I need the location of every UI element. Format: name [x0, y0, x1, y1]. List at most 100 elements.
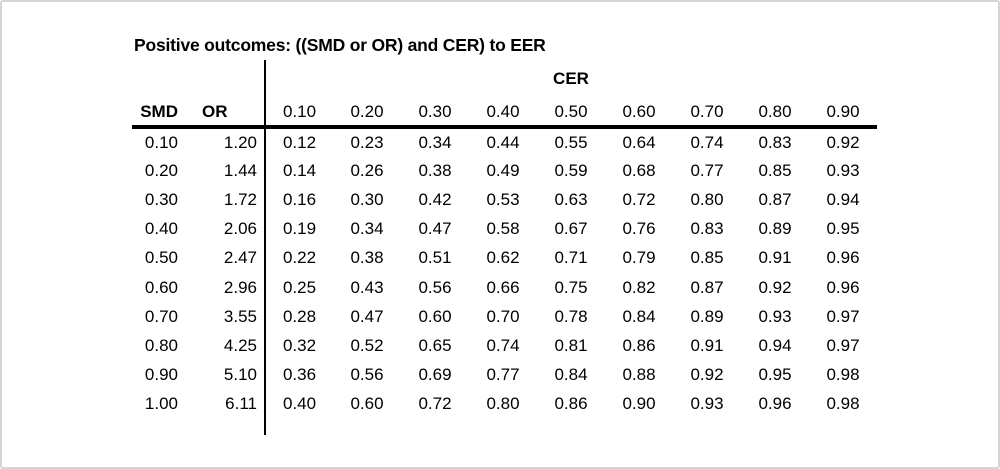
- eer-value-cell: 0.98: [826, 365, 860, 385]
- eer-value-cell: 0.89: [758, 219, 792, 239]
- or-value-cell: 1.44: [182, 156, 266, 186]
- eer-value-cell: 0.98: [826, 394, 860, 414]
- eer-value-cell: 0.82: [622, 277, 656, 297]
- eer-value-cell: 0.80: [486, 394, 520, 414]
- eer-value-cell: 0.85: [690, 248, 724, 268]
- eer-value-cell: 0.91: [758, 248, 792, 268]
- eer-value-cell: 0.93: [826, 160, 860, 180]
- or-value-cell: 5.10: [182, 360, 266, 390]
- spacer-cell: [265, 60, 333, 98]
- eer-value-cell: 0.23: [350, 132, 384, 152]
- eer-value-cell: 0.38: [418, 160, 452, 180]
- eer-value-cell: 0.88: [622, 365, 656, 385]
- eer-value-cell: 0.93: [758, 306, 792, 326]
- eer-value-cell: 0.85: [758, 160, 792, 180]
- table-row: 1.00 6.11 0.40 0.60 0.72 0.80 0.86 0.90 0.93 0.96…: [132, 389, 877, 419]
- smd-value-cell: 0.40: [144, 219, 178, 239]
- cer-column-header: 0.10: [265, 98, 333, 129]
- smd-value-cell: 0.20: [144, 160, 178, 180]
- eer-value-cell: 0.87: [690, 277, 724, 297]
- smd-or-cer-to-eer-table: CER SMD OR 0.10 0.20 0.30 0.40 0.50 0.60…: [132, 60, 877, 435]
- eer-value-cell: 0.86: [622, 335, 656, 355]
- eer-value-cell: 0.84: [554, 365, 588, 385]
- eer-value-cell: 0.47: [418, 219, 452, 239]
- eer-value-cell: 0.92: [690, 365, 724, 385]
- eer-value-cell: 0.69: [418, 365, 452, 385]
- table-row: 0.30 1.72 0.16 0.30 0.42 0.53 0.63 0.72 0.80 0.87…: [132, 185, 877, 215]
- eer-value-cell: 0.74: [690, 132, 724, 152]
- spacer-cell: [132, 60, 182, 98]
- cer-group-header: CER: [553, 69, 589, 88]
- eer-value-cell: 0.68: [622, 160, 656, 180]
- eer-value-cell: 0.58: [486, 219, 520, 239]
- eer-value-cell: 0.94: [758, 335, 792, 355]
- or-column-header: OR: [182, 98, 266, 129]
- eer-value-cell: 0.86: [554, 394, 588, 414]
- eer-value-cell: 0.94: [826, 189, 860, 209]
- eer-value-cell: 0.34: [350, 219, 384, 239]
- eer-value-cell: 0.25: [282, 277, 317, 297]
- eer-value-cell: 0.60: [418, 306, 452, 326]
- eer-value-cell: 0.96: [826, 277, 860, 297]
- eer-value-cell: 0.83: [758, 132, 792, 152]
- eer-value-cell: 0.42: [418, 189, 452, 209]
- eer-value-cell: 0.84: [622, 306, 656, 326]
- cer-group-row: CER: [132, 60, 877, 98]
- eer-value-cell: 0.34: [418, 132, 452, 152]
- eer-value-cell: 0.97: [826, 335, 860, 355]
- table-row: 0.20 1.44 0.14 0.26 0.38 0.49 0.59 0.68 0.77 0.85…: [132, 156, 877, 186]
- eer-value-cell: 0.71: [554, 248, 588, 268]
- table-row: 0.70 3.55 0.28 0.47 0.60 0.70 0.78 0.84 0.89 0.93…: [132, 302, 877, 332]
- eer-value-cell: 0.92: [826, 132, 860, 152]
- spacer-cell: [469, 60, 537, 98]
- smd-value-cell: 0.50: [144, 248, 178, 268]
- eer-value-cell: 0.97: [826, 306, 860, 326]
- eer-value-cell: 0.96: [826, 248, 860, 268]
- eer-value-cell: 0.72: [418, 394, 452, 414]
- or-value-cell: 3.55: [182, 302, 266, 332]
- or-value-cell: 1.72: [182, 185, 266, 215]
- table-row: 0.40 2.06 0.19 0.34 0.47 0.58 0.67 0.76 0.83 0.89…: [132, 214, 877, 244]
- cer-column-header: 0.60: [605, 98, 673, 129]
- eer-value-cell: 0.76: [622, 219, 656, 239]
- eer-value-cell: 0.75: [554, 277, 588, 297]
- eer-value-cell: 0.38: [350, 248, 384, 268]
- eer-value-cell: 0.59: [554, 160, 588, 180]
- eer-value-cell: 0.52: [350, 335, 384, 355]
- eer-value-cell: 0.70: [486, 306, 520, 326]
- cer-column-header: 0.80: [741, 98, 809, 129]
- bottom-spacer-row: [132, 418, 877, 435]
- cer-column-header: 0.90: [809, 98, 877, 129]
- spacer-cell: [605, 60, 673, 98]
- table-row: 0.80 4.25 0.32 0.52 0.65 0.74 0.81 0.86 0.91 0.94…: [132, 331, 877, 361]
- eer-value-cell: 0.40: [282, 394, 317, 414]
- eer-value-cell: 0.66: [486, 277, 520, 297]
- eer-value-cell: 0.87: [758, 189, 792, 209]
- eer-value-cell: 0.83: [690, 219, 724, 239]
- eer-value-cell: 0.56: [350, 365, 384, 385]
- eer-value-cell: 0.22: [282, 248, 317, 268]
- eer-value-cell: 0.28: [282, 306, 317, 326]
- eer-value-cell: 0.43: [350, 277, 384, 297]
- eer-value-cell: 0.89: [690, 306, 724, 326]
- cer-column-header: 0.20: [333, 98, 401, 129]
- eer-value-cell: 0.44: [486, 132, 520, 152]
- table-title: Positive outcomes: ((SMD or OR) and CER)…: [134, 35, 546, 55]
- eer-value-cell: 0.95: [758, 365, 792, 385]
- eer-value-cell: 0.56: [418, 277, 452, 297]
- table-row: 0.10 1.20 0.12 0.23 0.34 0.44 0.55 0.64 0.74 0.83…: [132, 127, 877, 157]
- spacer-cell: [132, 419, 182, 435]
- table-row: 0.90 5.10 0.36 0.56 0.69 0.77 0.84 0.88 0.92 0.95…: [132, 360, 877, 390]
- eer-value-cell: 0.74: [486, 335, 520, 355]
- eer-value-cell: 0.81: [554, 335, 588, 355]
- spacer-cell: [809, 60, 877, 98]
- eer-value-cell: 0.92: [758, 277, 792, 297]
- eer-value-cell: 0.26: [350, 160, 384, 180]
- or-value-cell: 2.47: [182, 243, 266, 273]
- eer-value-cell: 0.93: [690, 394, 724, 414]
- eer-value-cell: 0.19: [282, 219, 317, 239]
- smd-value-cell: 0.30: [144, 189, 178, 209]
- spacer-cell: [673, 60, 741, 98]
- cer-column-header: 0.50: [537, 98, 605, 129]
